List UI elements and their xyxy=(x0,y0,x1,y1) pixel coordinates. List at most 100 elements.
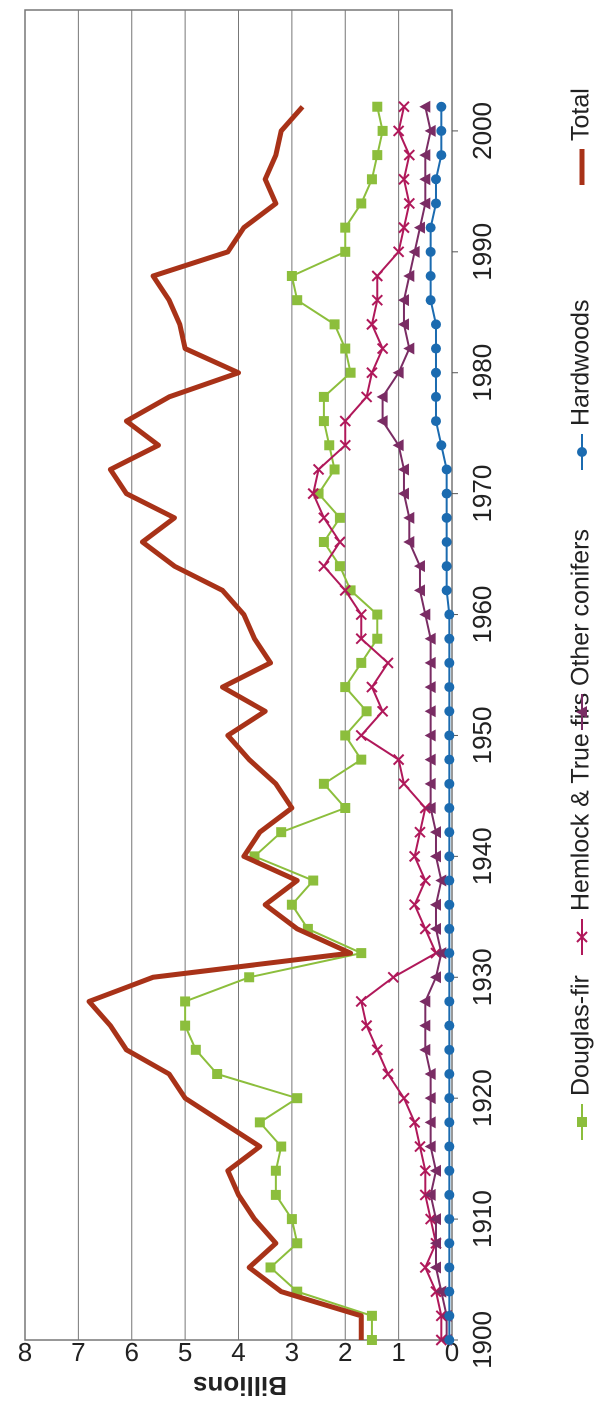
y-tick-label: 6 xyxy=(125,1337,139,1367)
marker xyxy=(444,1189,455,1200)
marker xyxy=(340,343,351,354)
marker xyxy=(424,729,436,742)
legend-item: Hardwoods xyxy=(567,300,595,470)
series-line xyxy=(86,105,364,1340)
marker xyxy=(444,1335,455,1345)
marker xyxy=(244,972,255,983)
marker xyxy=(436,125,447,136)
marker xyxy=(419,1165,432,1177)
marker xyxy=(372,633,383,644)
marker xyxy=(356,948,367,959)
marker xyxy=(424,1116,436,1129)
marker xyxy=(339,439,351,451)
marker xyxy=(436,101,447,112)
marker xyxy=(444,1262,455,1273)
marker xyxy=(329,319,340,330)
marker xyxy=(429,971,441,984)
marker xyxy=(292,295,303,306)
marker xyxy=(435,1285,447,1298)
marker xyxy=(444,972,455,983)
marker xyxy=(419,100,431,113)
marker xyxy=(376,390,388,403)
marker xyxy=(429,1261,441,1274)
marker xyxy=(444,1044,455,1055)
marker xyxy=(444,1069,455,1079)
marker xyxy=(334,561,345,572)
marker xyxy=(318,560,330,572)
marker xyxy=(398,173,410,185)
marker xyxy=(339,415,351,427)
marker xyxy=(318,416,329,427)
x-tick-label: 1910 xyxy=(467,1190,497,1248)
marker xyxy=(441,561,452,572)
marker xyxy=(429,1237,441,1250)
x-tick-label: 1920 xyxy=(467,1069,497,1127)
marker xyxy=(424,1092,436,1105)
legend-label: Hemlock & True firs xyxy=(567,693,595,911)
marker xyxy=(441,585,452,596)
x-tick-label: 1980 xyxy=(467,344,497,402)
marker xyxy=(292,1238,303,1249)
marker xyxy=(444,1165,455,1176)
marker xyxy=(276,1141,287,1152)
y-tick-label: 1 xyxy=(391,1337,405,1367)
marker xyxy=(392,439,404,452)
marker xyxy=(444,730,455,741)
marker xyxy=(334,512,345,523)
marker xyxy=(436,150,447,161)
marker xyxy=(424,1188,436,1201)
marker xyxy=(424,802,436,814)
marker xyxy=(414,1140,426,1153)
marker xyxy=(276,827,287,838)
marker xyxy=(444,706,455,717)
marker xyxy=(286,899,297,910)
marker xyxy=(339,584,351,597)
marker xyxy=(444,609,455,620)
marker xyxy=(334,536,346,548)
marker xyxy=(292,1093,303,1104)
marker xyxy=(387,971,399,983)
marker xyxy=(444,899,455,910)
y-tick-label: 2 xyxy=(338,1337,352,1367)
marker xyxy=(366,1310,377,1321)
marker xyxy=(397,318,409,331)
marker xyxy=(360,391,373,403)
marker xyxy=(392,125,405,137)
legend-item: Hemlock & True firs xyxy=(567,693,595,955)
marker xyxy=(360,1019,373,1032)
marker xyxy=(425,222,436,233)
marker xyxy=(441,537,452,547)
marker xyxy=(366,1335,377,1345)
marker xyxy=(392,366,404,379)
marker xyxy=(430,367,441,378)
marker xyxy=(408,899,421,911)
marker xyxy=(430,343,441,354)
marker xyxy=(403,511,415,524)
marker xyxy=(403,270,415,282)
marker xyxy=(212,1069,223,1079)
marker xyxy=(435,947,447,960)
marker xyxy=(430,416,441,427)
series-line xyxy=(312,106,443,1340)
marker xyxy=(355,608,367,621)
marker xyxy=(429,922,441,935)
marker xyxy=(392,753,405,766)
marker xyxy=(377,125,388,136)
marker xyxy=(424,124,436,137)
marker xyxy=(576,706,587,718)
marker xyxy=(444,1238,455,1249)
marker xyxy=(424,777,436,790)
marker xyxy=(430,319,441,330)
marker xyxy=(425,295,436,306)
marker xyxy=(356,198,367,209)
legend-label: Hardwoods xyxy=(567,300,595,426)
marker xyxy=(329,464,340,475)
marker xyxy=(430,391,441,402)
marker xyxy=(376,705,389,717)
marker xyxy=(376,415,388,428)
marker xyxy=(444,875,455,886)
series-line xyxy=(429,106,451,1340)
x-tick-label: 1900 xyxy=(467,1311,497,1369)
marker xyxy=(429,1164,441,1177)
